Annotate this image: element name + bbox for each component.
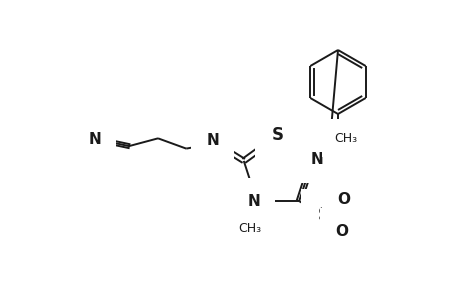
Text: O: O [334,224,347,238]
Text: CH₃: CH₃ [237,222,260,235]
Text: S: S [317,206,329,224]
Text: N: N [206,133,218,148]
Text: O: O [336,192,349,207]
Text: S: S [271,126,283,144]
Text: CH₃: CH₃ [334,131,357,145]
Text: N: N [310,152,323,167]
Text: N: N [88,132,101,147]
Text: N: N [247,194,260,208]
